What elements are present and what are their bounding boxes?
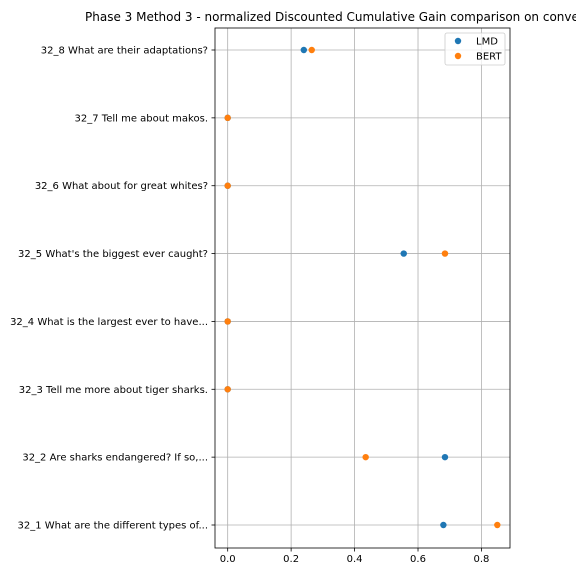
legend: LMD BERT (444, 32, 506, 66)
chart-title: Phase 3 Method 3 - normalized Discounted… (85, 10, 576, 24)
point-lmd (441, 453, 449, 461)
legend-marker-lmd (454, 37, 462, 45)
y-tick-label: 32_2 Are sharks endangered? If so,... (22, 453, 208, 464)
y-tick-label: 32_6 What about for great whites? (35, 181, 208, 192)
data-points (224, 46, 501, 529)
x-tick-label: 0.4 (347, 554, 363, 565)
y-tick-label: 32_4 What is the largest ever to have... (10, 317, 208, 328)
point-bert (224, 318, 231, 325)
point-bert (224, 114, 231, 122)
x-tick-label: 0.6 (410, 554, 426, 565)
plot-frame (214, 27, 511, 549)
y-tick-label: 32_3 Tell me more about tiger sharks. (19, 385, 208, 396)
x-tick-label: 0.0 (220, 554, 236, 565)
y-tick-label: 32_8 What are their adaptations? (41, 46, 208, 57)
legend-label-bert: BERT (476, 52, 502, 63)
point-lmd (440, 521, 447, 529)
legend-label-lmd: LMD (476, 37, 498, 48)
point-bert (224, 386, 231, 393)
point-bert (308, 46, 315, 54)
point-bert (441, 250, 449, 257)
legend-marker-bert (454, 52, 462, 60)
y-tick-label: 32_1 What are the different types of... (18, 521, 208, 532)
x-tick-label: 0.8 (473, 554, 489, 565)
point-bert (362, 453, 369, 461)
point-lmd (300, 46, 308, 54)
point-bert (494, 521, 501, 529)
point-lmd (400, 250, 407, 257)
point-bert (224, 182, 231, 189)
y-tick-label: 32_5 What's the biggest ever caught? (18, 249, 208, 260)
x-tick-label: 0.2 (283, 554, 299, 565)
y-tick-label: 32_7 Tell me about makos. (75, 113, 208, 124)
axes: 0.0 0.2 0.4 0.6 0.8 32_1 What are the differe… (10, 27, 511, 565)
